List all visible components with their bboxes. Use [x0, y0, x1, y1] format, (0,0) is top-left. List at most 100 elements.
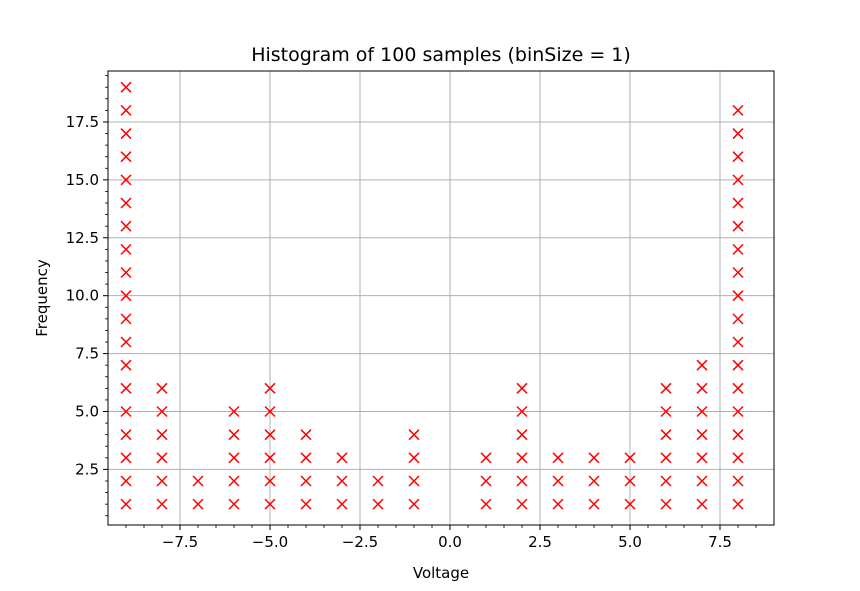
data-point-x-marker	[480, 452, 492, 464]
data-point-x-marker	[120, 266, 132, 279]
data-point-x-marker	[408, 452, 420, 464]
y-tick-label: 7.5	[75, 345, 99, 363]
x-axis-label: Voltage	[413, 564, 469, 582]
y-tick-label: 12.5	[66, 229, 99, 247]
data-point-x-marker	[732, 382, 744, 394]
data-point-x-marker	[408, 475, 420, 487]
data-point-x-marker	[732, 336, 744, 348]
data-point-x-marker	[516, 498, 528, 510]
data-point-x-marker	[300, 475, 312, 487]
data-markers	[120, 81, 744, 510]
data-point-x-marker	[732, 359, 744, 371]
data-point-x-marker	[660, 405, 672, 418]
data-point-x-marker	[516, 429, 528, 441]
data-point-x-marker	[336, 498, 348, 510]
data-point-x-marker	[696, 498, 708, 510]
data-point-x-marker	[156, 429, 168, 441]
data-point-x-marker	[696, 452, 708, 464]
data-point-x-marker	[696, 359, 708, 371]
data-point-x-marker	[372, 475, 384, 487]
data-point-x-marker	[552, 498, 564, 510]
data-point-x-marker	[624, 498, 636, 510]
data-point-x-marker	[732, 174, 744, 186]
data-point-x-marker	[300, 498, 312, 510]
data-point-x-marker	[156, 382, 168, 394]
data-point-x-marker	[588, 475, 600, 487]
x-tick-label: −2.5	[342, 533, 378, 551]
x-tick-label: −5.0	[252, 533, 288, 551]
data-point-x-marker	[732, 313, 744, 325]
y-tick-label: 5.0	[75, 403, 99, 421]
data-point-x-marker	[120, 452, 132, 464]
data-point-x-marker	[120, 128, 132, 140]
data-point-x-marker	[120, 243, 132, 255]
data-point-x-marker	[660, 429, 672, 441]
data-point-x-marker	[732, 498, 744, 510]
data-point-x-marker	[732, 475, 744, 487]
plot-frame	[107, 70, 775, 526]
data-point-x-marker	[120, 197, 132, 209]
data-point-x-marker	[264, 475, 276, 487]
data-point-x-marker	[516, 452, 528, 464]
data-point-x-marker	[228, 405, 240, 418]
data-point-x-marker	[624, 475, 636, 487]
y-tick-label: 2.5	[75, 460, 99, 478]
data-point-x-marker	[192, 475, 204, 487]
data-point-x-marker	[120, 290, 132, 302]
data-point-x-marker	[156, 498, 168, 510]
data-point-x-marker	[120, 104, 132, 116]
data-point-x-marker	[228, 452, 240, 464]
x-tick-label: 2.5	[528, 533, 552, 551]
data-point-x-marker	[156, 475, 168, 487]
data-point-x-marker	[264, 429, 276, 441]
x-axis-ticks: −7.5 −5.0 −2.5 0.0 2.5 5.0 7.5	[125, 525, 757, 551]
data-point-x-marker	[732, 128, 744, 140]
data-point-x-marker	[156, 452, 168, 464]
data-point-x-marker	[516, 405, 528, 418]
data-point-x-marker	[732, 266, 744, 279]
data-point-x-marker	[696, 382, 708, 394]
data-point-x-marker	[552, 475, 564, 487]
data-point-x-marker	[732, 104, 744, 116]
data-point-x-marker	[732, 452, 744, 464]
y-tick-label: 17.5	[66, 113, 99, 131]
data-point-x-marker	[480, 498, 492, 510]
data-point-x-marker	[552, 452, 564, 464]
data-point-x-marker	[120, 429, 132, 441]
data-point-x-marker	[120, 475, 132, 487]
chart-title: Histogram of 100 samples (binSize = 1)	[251, 44, 631, 66]
data-point-x-marker	[300, 429, 312, 441]
data-point-x-marker	[732, 405, 744, 418]
data-point-x-marker	[588, 452, 600, 464]
data-point-x-marker	[732, 290, 744, 302]
data-point-x-marker	[732, 243, 744, 255]
data-point-x-marker	[264, 405, 276, 418]
data-point-x-marker	[516, 475, 528, 487]
data-point-x-marker	[588, 498, 600, 510]
data-point-x-marker	[696, 405, 708, 418]
x-tick-label: 5.0	[618, 533, 642, 551]
y-axis-ticks: 2.5 5.0 7.5 10.0 12.5 15.0 17.5	[66, 75, 108, 517]
data-point-x-marker	[264, 498, 276, 510]
data-point-x-marker	[516, 382, 528, 394]
data-point-x-marker	[120, 336, 132, 348]
data-point-x-marker	[192, 498, 204, 510]
data-point-x-marker	[480, 475, 492, 487]
data-point-x-marker	[660, 382, 672, 394]
data-point-x-marker	[120, 220, 132, 232]
data-point-x-marker	[120, 174, 132, 186]
data-point-x-marker	[660, 475, 672, 487]
y-tick-label: 10.0	[66, 287, 99, 305]
data-point-x-marker	[120, 359, 132, 371]
data-point-x-marker	[264, 452, 276, 464]
data-point-x-marker	[300, 452, 312, 464]
data-point-x-marker	[732, 220, 744, 232]
data-point-x-marker	[732, 151, 744, 163]
data-point-x-marker	[228, 498, 240, 510]
data-point-x-marker	[408, 429, 420, 441]
x-tick-label: 0.0	[438, 533, 462, 551]
data-point-x-marker	[120, 498, 132, 510]
data-point-x-marker	[120, 81, 132, 93]
x-tick-label: 7.5	[708, 533, 732, 551]
